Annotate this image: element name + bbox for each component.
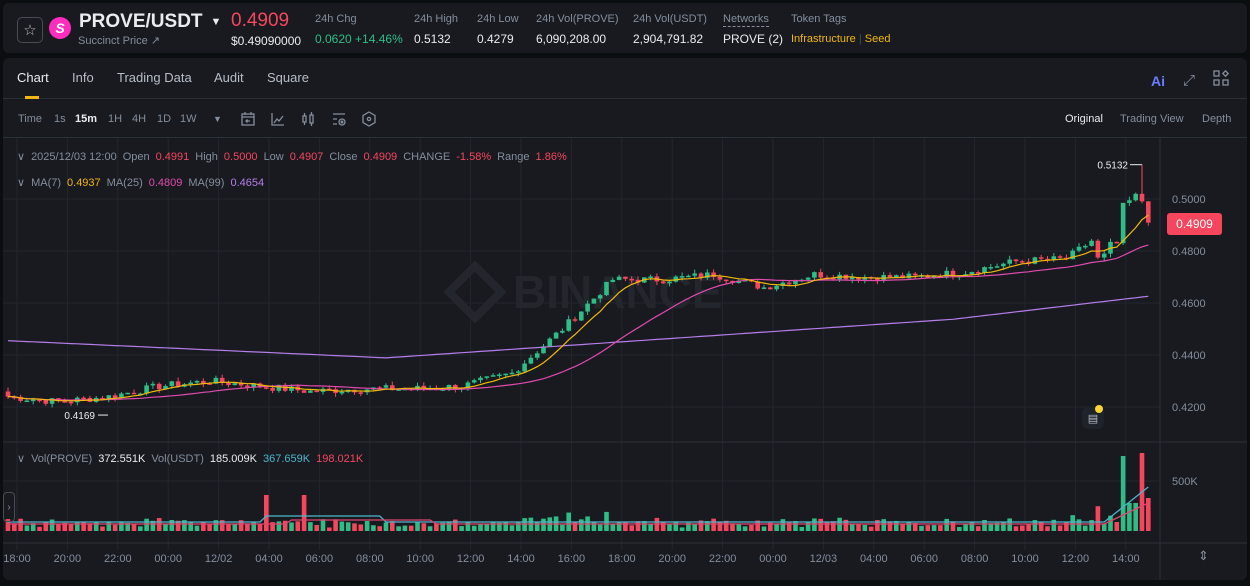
expand-sidebar-handle[interactable]: › bbox=[3, 492, 15, 522]
usd-price: $0.49090000 bbox=[231, 34, 302, 48]
svg-text:20:00: 20:00 bbox=[658, 553, 686, 565]
svg-text:10:00: 10:00 bbox=[406, 553, 434, 565]
view-depth[interactable]: Depth bbox=[1202, 113, 1232, 125]
svg-text:12/02: 12/02 bbox=[205, 553, 233, 565]
svg-text:12/03: 12/03 bbox=[810, 553, 838, 565]
svg-text:14:00: 14:00 bbox=[507, 553, 535, 565]
stat-networks[interactable]: Networks PROVE (2) bbox=[723, 13, 784, 46]
stat-24h-high: 24h High 0.5132 bbox=[414, 13, 459, 46]
interval-1d[interactable]: 1D bbox=[157, 113, 172, 125]
stat-24h-vol-prove: 24h Vol(PROVE) 6,090,208.00 bbox=[536, 13, 619, 46]
svg-text:00:00: 00:00 bbox=[759, 553, 787, 565]
hexagon-settings-icon[interactable] bbox=[360, 110, 378, 128]
svg-text:12:00: 12:00 bbox=[457, 553, 485, 565]
expand-icon[interactable]: ⤢ bbox=[1182, 72, 1195, 89]
star-icon: ☆ bbox=[23, 22, 37, 39]
interval-1h[interactable]: 1H bbox=[108, 113, 123, 125]
collapse-chevron-icon[interactable]: ∨ bbox=[17, 151, 26, 163]
view-trading-view[interactable]: Trading View bbox=[1120, 113, 1184, 125]
svg-text:12:00: 12:00 bbox=[1062, 553, 1090, 565]
svg-text:0.4400: 0.4400 bbox=[1172, 350, 1206, 362]
current-price-tag: 0.4909 bbox=[1167, 213, 1222, 235]
svg-text:22:00: 22:00 bbox=[709, 553, 737, 565]
tab-square[interactable]: Square bbox=[267, 70, 309, 85]
ticker-header: ☆ S PROVE/USDT ▼ Succinct Price ↗ 0.4909 … bbox=[3, 3, 1247, 53]
token-logo: S bbox=[49, 17, 71, 39]
indicator-icon[interactable] bbox=[269, 110, 287, 128]
chart-tabs: Chart Info Trading Data Audit Square Ai … bbox=[3, 58, 1247, 99]
volume-legend: ∨ Vol(PROVE) 372.551K Vol(USDT) 185.009K 367.… bbox=[17, 453, 364, 465]
svg-text:18:00: 18:00 bbox=[3, 553, 31, 565]
candle-type-icon[interactable] bbox=[299, 110, 317, 128]
view-original[interactable]: Original bbox=[1065, 113, 1103, 125]
settings-list-icon[interactable] bbox=[330, 110, 348, 128]
tab-trading-data[interactable]: Trading Data bbox=[117, 70, 192, 85]
ohlc-legend: ∨ 2025/12/03 12:00 Open 0.4991 High 0.5000 Low… bbox=[17, 151, 567, 163]
ma-legend: ∨ MA(7) 0.4937 MA(25) 0.4809 MA(99) 0.4654 bbox=[17, 177, 265, 189]
interval-1w[interactable]: 1W bbox=[180, 113, 197, 125]
svg-text:10:00: 10:00 bbox=[1011, 553, 1039, 565]
tag-seed[interactable]: Seed bbox=[864, 33, 891, 45]
interval-4h[interactable]: 4H bbox=[132, 113, 147, 125]
active-tab-indicator bbox=[25, 96, 39, 99]
collapse-chevron-icon[interactable]: ∨ bbox=[17, 453, 26, 465]
tab-info[interactable]: Info bbox=[72, 70, 94, 85]
svg-text:18:00: 18:00 bbox=[608, 553, 636, 565]
svg-text:00:00: 00:00 bbox=[154, 553, 182, 565]
svg-text:0.4200: 0.4200 bbox=[1172, 402, 1206, 414]
svg-text:0.4169: 0.4169 bbox=[64, 411, 95, 422]
ai-icon[interactable]: Ai bbox=[1150, 72, 1165, 89]
svg-text:04:00: 04:00 bbox=[255, 553, 283, 565]
svg-text:16:00: 16:00 bbox=[558, 553, 586, 565]
stat-token-tags: Token Tags Infrastructure | Seed bbox=[791, 13, 891, 45]
tag-infrastructure[interactable]: Infrastructure bbox=[791, 33, 856, 45]
interval-1s[interactable]: 1s bbox=[54, 113, 66, 125]
svg-text:0.4800: 0.4800 bbox=[1172, 246, 1206, 258]
last-price: 0.4909 bbox=[231, 10, 290, 31]
svg-text:04:00: 04:00 bbox=[860, 553, 888, 565]
svg-text:0.4600: 0.4600 bbox=[1172, 298, 1206, 310]
stat-24h-vol-usdt: 24h Vol(USDT) 2,904,791.82 bbox=[633, 13, 707, 46]
token-price-link[interactable]: Succinct Price ↗ bbox=[78, 35, 160, 47]
pair-name: PROVE/USDT bbox=[79, 11, 203, 32]
time-label: Time bbox=[18, 113, 43, 125]
svg-text:500K: 500K bbox=[1172, 476, 1198, 488]
svg-text:BINANCE: BINANCE bbox=[513, 266, 723, 318]
svg-text:08:00: 08:00 bbox=[356, 553, 384, 565]
svg-text:20:00: 20:00 bbox=[54, 553, 82, 565]
interval-15m[interactable]: 15m bbox=[75, 113, 98, 125]
svg-text:06:00: 06:00 bbox=[306, 553, 334, 565]
favorite-star-button[interactable]: ☆ bbox=[17, 17, 43, 43]
svg-text:06:00: 06:00 bbox=[910, 553, 938, 565]
stat-24h-change: 24h Chg 0.0620 +14.46% bbox=[315, 13, 403, 46]
svg-text:14:00: 14:00 bbox=[1112, 553, 1140, 565]
caret-down-icon: ▼ bbox=[210, 16, 222, 28]
collapse-chevron-icon[interactable]: ∨ bbox=[17, 177, 26, 189]
svg-text:08:00: 08:00 bbox=[961, 553, 989, 565]
svg-text:22:00: 22:00 bbox=[104, 553, 132, 565]
layout-icon[interactable] bbox=[1213, 69, 1230, 91]
pair-selector[interactable]: PROVE/USDT ▼ bbox=[79, 11, 221, 33]
tab-chart[interactable]: Chart bbox=[17, 70, 49, 85]
calendar-icon[interactable] bbox=[239, 110, 257, 128]
candlestick-chart[interactable]: 0.5000 0.4800 0.4600 0.4400 0.4200 18:00 20:00… bbox=[3, 138, 1247, 580]
notification-dot bbox=[1095, 405, 1103, 413]
chart-panel: Chart Info Trading Data Audit Square Ai … bbox=[3, 58, 1247, 580]
stat-24h-low: 24h Low 0.4279 bbox=[477, 13, 519, 46]
tab-audit[interactable]: Audit bbox=[214, 70, 244, 85]
interval-dropdown-icon[interactable]: ▼ bbox=[213, 114, 222, 124]
svg-text:0.5132: 0.5132 bbox=[1097, 161, 1128, 172]
chart-toolbar: Time 1s 15m 1H 4H 1D 1W ▼ Original Tradi… bbox=[3, 100, 1247, 138]
svg-text:0.5000: 0.5000 bbox=[1172, 194, 1206, 206]
auto-scale-icon[interactable]: ⇕ bbox=[1198, 548, 1209, 563]
